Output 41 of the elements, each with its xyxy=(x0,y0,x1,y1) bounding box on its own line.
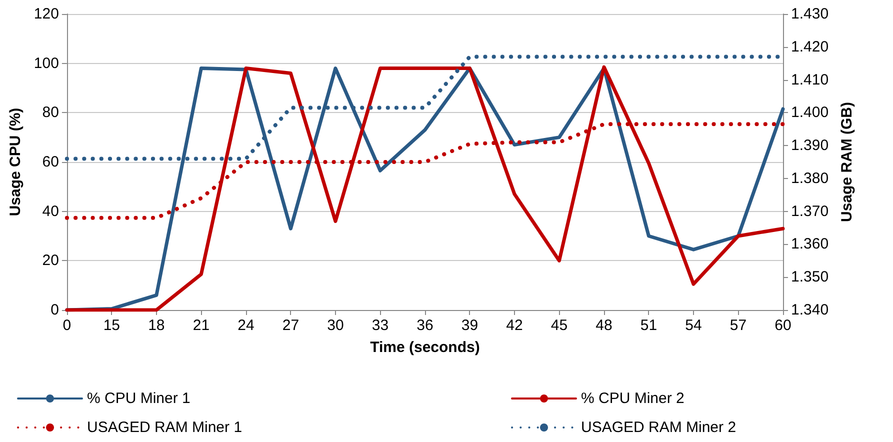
x-tick-label: 45 xyxy=(550,317,568,334)
y2-tick-label: 1.420 xyxy=(791,38,829,56)
x-tick-label: 18 xyxy=(148,317,165,334)
x-tick-label: 54 xyxy=(685,317,702,334)
legend-label: % CPU Miner 1 xyxy=(87,390,190,407)
y-tick-label: 40 xyxy=(42,202,59,220)
x-tick-label: 21 xyxy=(192,317,210,334)
x-tick-label: 36 xyxy=(416,317,434,334)
x-tick-label: 27 xyxy=(282,317,300,334)
x-tick-label: 39 xyxy=(461,317,478,334)
y-tick-label: 60 xyxy=(42,154,59,170)
y2-tick-label: 1.360 xyxy=(791,236,829,253)
y-tick-label: 20 xyxy=(42,252,59,270)
x-tick-label: 15 xyxy=(103,317,120,334)
y2-tick-label: 1.370 xyxy=(791,202,829,220)
y2-tick-label: 1.400 xyxy=(791,104,829,122)
y2-tick-label: 1.390 xyxy=(791,137,829,154)
legend-label: USAGED RAM Miner 2 xyxy=(581,419,736,436)
y-tick-label: 0 xyxy=(50,302,59,318)
y2-axis-title: Usage RAM (GB) xyxy=(838,102,856,222)
x-tick-label: 51 xyxy=(640,317,658,334)
x-tick-label: 60 xyxy=(774,317,792,334)
x-axis-title: Time (seconds) xyxy=(370,339,480,356)
x-tick-label: 30 xyxy=(327,317,344,334)
x-tick-label: 0 xyxy=(62,317,72,334)
x-tick-label: 42 xyxy=(506,317,523,334)
y2-tick-label: 1.380 xyxy=(791,170,829,187)
x-tick-label: 24 xyxy=(238,317,254,334)
y2-tick-label: 1.350 xyxy=(791,268,829,286)
y-tick-label: 80 xyxy=(42,104,59,122)
x-tick-label: 57 xyxy=(730,317,747,334)
x-tick-label: 33 xyxy=(372,317,389,334)
y-tick-label: 120 xyxy=(34,6,59,22)
y-axis-title: Usage CPU (%) xyxy=(7,108,24,216)
y-tick-label: 100 xyxy=(34,54,59,72)
legend-label: % CPU Miner 2 xyxy=(581,390,684,407)
x-tick-label: 48 xyxy=(596,317,612,334)
y2-tick-label: 1.430 xyxy=(791,6,829,22)
y2-tick-label: 1.340 xyxy=(791,302,829,318)
legend-label: USAGED RAM Miner 1 xyxy=(87,419,242,436)
y2-tick-label: 1.410 xyxy=(791,71,829,88)
